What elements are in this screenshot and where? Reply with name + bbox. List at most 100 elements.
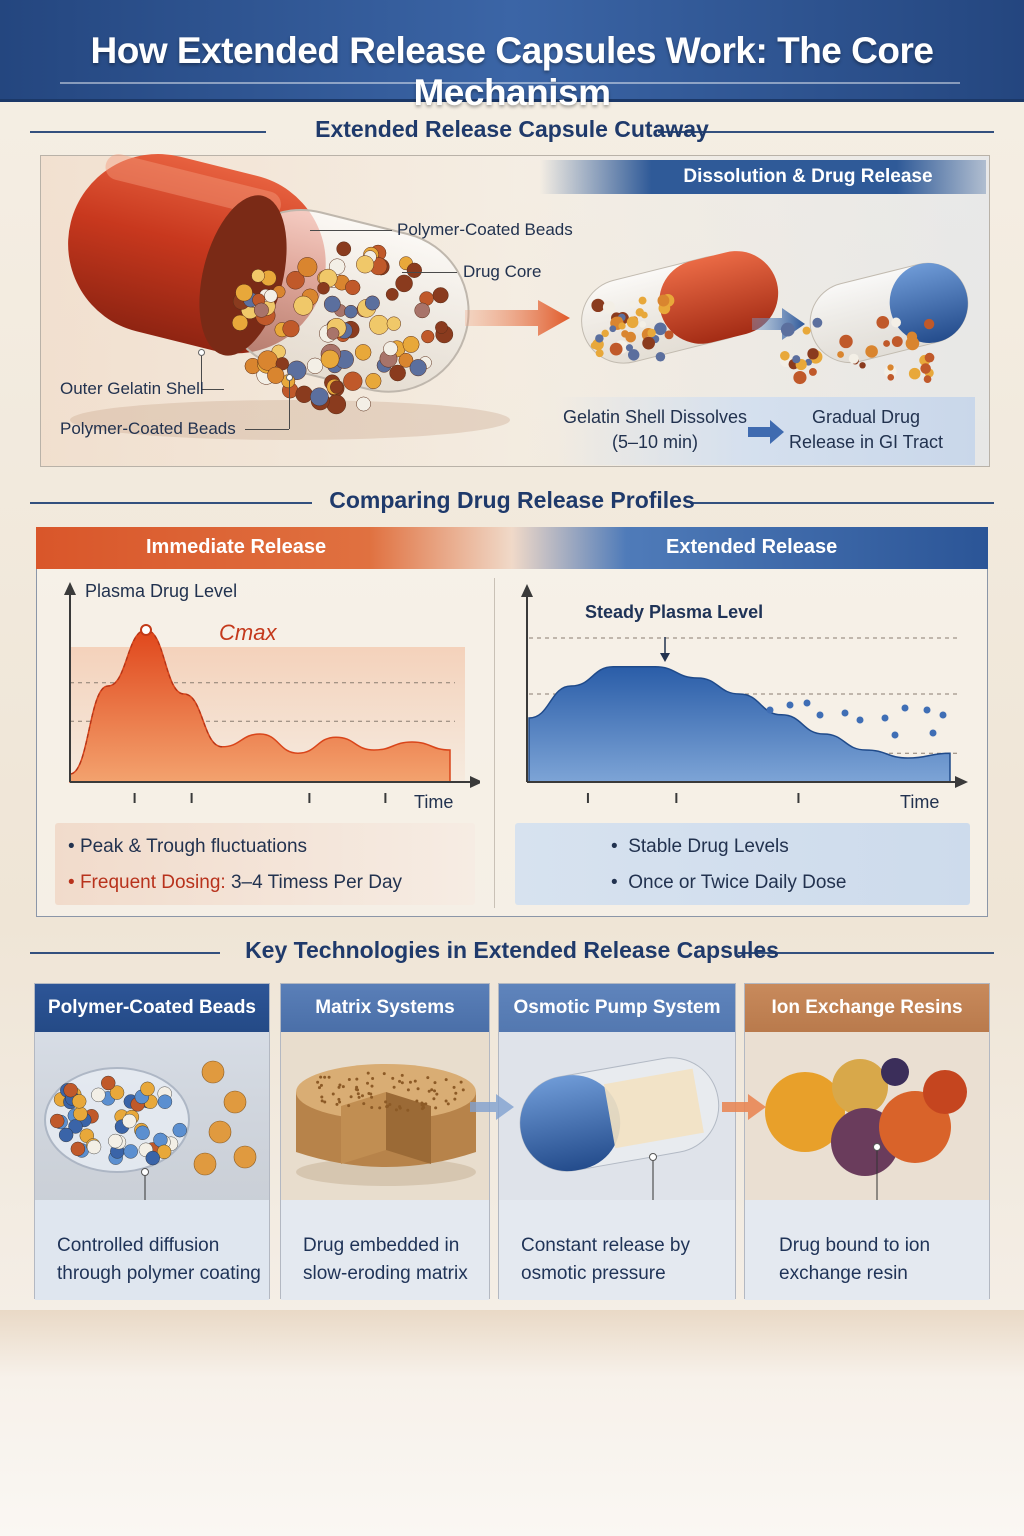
er-bullet-stable: • Stable Drug Levels (611, 836, 789, 857)
bead (73, 1106, 88, 1122)
drug-bead (253, 302, 269, 318)
drug-bead (628, 349, 640, 361)
steady-level-annotation: Steady Plasma Level (585, 602, 764, 622)
leader-line (310, 230, 392, 231)
drug-bead (642, 336, 655, 350)
matrix-tablet-illustration (281, 1032, 489, 1200)
drug-bead (887, 364, 894, 371)
dissolution-banner-label: Dissolution & Drug Release (683, 166, 933, 187)
matrix-speckle (392, 1085, 396, 1089)
drug-particle (786, 701, 794, 709)
label-beads-top: Polymer-Coated Beads (397, 220, 573, 239)
label-drug-core: Drug Core (463, 262, 542, 281)
matrix-speckle (357, 1095, 361, 1099)
matrix-speckle (316, 1080, 320, 1084)
matrix-speckle (406, 1088, 410, 1092)
section-title-cutaway: Extended Release Capsule Cutaway (30, 116, 994, 146)
matrix-speckle (323, 1075, 327, 1079)
released-particles (590, 293, 935, 385)
drug-bead (421, 330, 435, 344)
matrix-speckle (366, 1081, 370, 1085)
divider-line (30, 952, 220, 954)
drug-bead (865, 345, 878, 358)
drug-bead (356, 255, 375, 274)
drug-bead (306, 357, 324, 374)
drug-bead (837, 351, 844, 358)
matrix-speckle (362, 1102, 366, 1106)
drug-bead (432, 287, 449, 304)
matrix-speckle (337, 1085, 341, 1089)
ir-bullet-dosing: • Frequent Dosing: 3–4 Timess Per Day (68, 872, 403, 893)
drug-bead (609, 342, 623, 356)
matrix-speckle (320, 1095, 324, 1099)
bead (208, 1120, 232, 1144)
bead (71, 1094, 87, 1109)
matrix-speckle (452, 1085, 456, 1089)
drug-bead (891, 317, 901, 328)
drug-bead (286, 271, 305, 290)
drug-bead (635, 308, 645, 317)
tech-card-header: Polymer-Coated Beads (35, 984, 269, 1032)
matrix-speckle (360, 1094, 364, 1098)
bead (172, 1122, 187, 1138)
bead (223, 1090, 247, 1114)
bead (135, 1125, 150, 1140)
drug-particle (766, 706, 774, 714)
drug-bead (343, 371, 363, 391)
drug-bead (638, 296, 647, 305)
tech-card-polymer-beads: Polymer-Coated Beads Controlled diffusio… (34, 983, 270, 1300)
drug-bead (320, 349, 340, 369)
drug-bead (595, 349, 604, 358)
immediate-release-heading: Immediate Release (146, 536, 327, 558)
drug-bead (908, 367, 921, 380)
drug-bead (805, 358, 813, 366)
divider-line (658, 131, 994, 133)
tech-card-description: Constant release by osmotic pressure (499, 1200, 735, 1300)
ir-bullets-box (55, 823, 475, 905)
drug-bead (326, 327, 340, 340)
drug-bead (354, 344, 372, 361)
matrix-speckle (400, 1081, 404, 1085)
drug-bead (654, 322, 667, 336)
drug-bead (267, 366, 285, 384)
label-beads-bottom: Polymer-Coated Beads (60, 419, 236, 438)
matrix-speckle (338, 1083, 342, 1087)
matrix-speckle (408, 1080, 412, 1084)
bead (101, 1075, 116, 1091)
leader-line (245, 429, 289, 430)
matrix-speckle (413, 1079, 417, 1083)
matrix-speckle (356, 1092, 360, 1096)
drug-particle (803, 699, 811, 707)
pointer-dot (198, 349, 205, 356)
drug-bead (336, 241, 352, 257)
drug-particle (901, 704, 909, 712)
drug-bead (326, 394, 347, 415)
drug-bead (591, 298, 605, 313)
drug-bead (793, 370, 807, 385)
drug-particle (856, 716, 864, 724)
tech-card-description: Drug bound to ion exchange resin (745, 1200, 989, 1300)
matrix-speckle (454, 1091, 458, 1095)
matrix-speckle (323, 1100, 327, 1104)
page-title: How Extended Release Capsules Work: The … (90, 30, 934, 113)
drug-bead (231, 314, 249, 331)
dissolution-banner: Dissolution & Drug Release (540, 160, 986, 194)
drug-bead (618, 322, 626, 330)
bead (58, 1127, 74, 1143)
matrix-speckle (398, 1105, 402, 1109)
matrix-speckle (444, 1078, 448, 1082)
matrix-speckle (430, 1088, 434, 1092)
leader-line (402, 272, 457, 273)
ion-exchange-resin-illustration (745, 1032, 989, 1200)
bead (63, 1082, 78, 1098)
arrow-right-icon (722, 1094, 766, 1120)
bead (70, 1141, 86, 1157)
drug-particle (816, 711, 824, 719)
bead (233, 1145, 257, 1169)
drug-bead (891, 336, 903, 347)
bead (156, 1144, 172, 1160)
arrow-right-icon (465, 300, 570, 336)
drug-bead (625, 344, 634, 352)
matrix-speckle (370, 1106, 374, 1110)
drug-bead (780, 322, 795, 337)
